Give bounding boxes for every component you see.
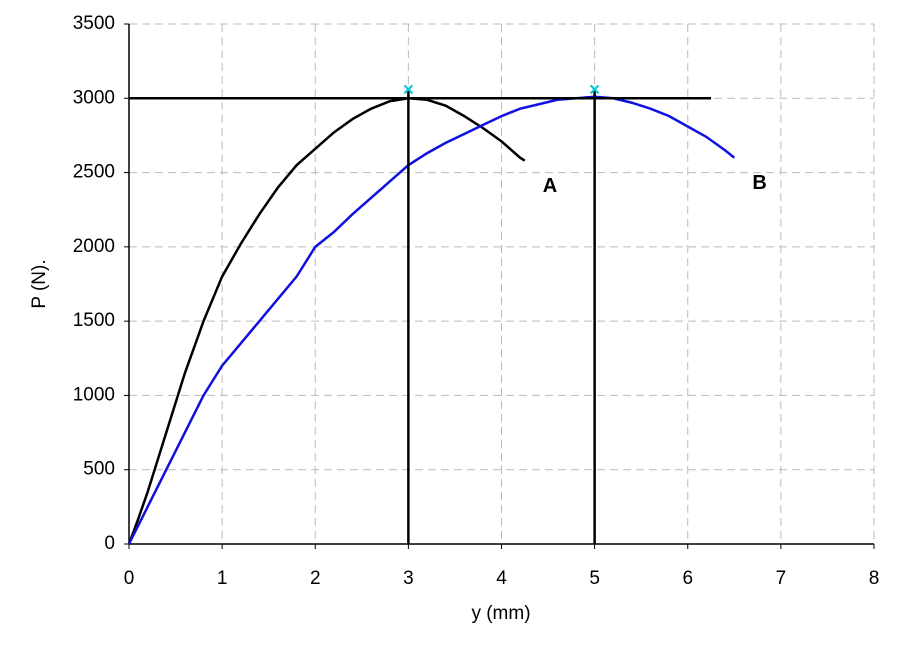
x-tick-label: 1 <box>217 568 228 589</box>
x-tick-label: 5 <box>589 568 600 589</box>
x-axis-label: y (mm) <box>471 603 530 624</box>
x-tick-label: 0 <box>124 568 135 589</box>
peak-marker <box>403 84 414 95</box>
y-tick-label: 1500 <box>73 310 115 331</box>
x-tick-label: 4 <box>496 568 507 589</box>
x-tick-label: 7 <box>776 568 787 589</box>
series-label: A <box>543 175 557 197</box>
y-tick-label: 2000 <box>73 236 115 257</box>
y-axis-label: P (N). <box>29 259 50 308</box>
y-tick-label: 500 <box>83 459 115 480</box>
series-line <box>127 95 736 545</box>
x-tick-label: 6 <box>682 568 693 589</box>
series-label: B <box>752 172 766 194</box>
peak-marker <box>589 84 600 95</box>
y-tick-label: 0 <box>104 533 115 554</box>
x-tick-label: 2 <box>310 568 321 589</box>
x-tick-label: 3 <box>403 568 414 589</box>
y-tick-label: 2500 <box>73 162 115 183</box>
y-tick-label: 3000 <box>73 87 115 108</box>
series-line <box>127 97 526 545</box>
x-tick-label: 8 <box>869 568 880 589</box>
y-tick-label: 1000 <box>73 384 115 405</box>
y-tick-label: 3500 <box>73 13 115 34</box>
